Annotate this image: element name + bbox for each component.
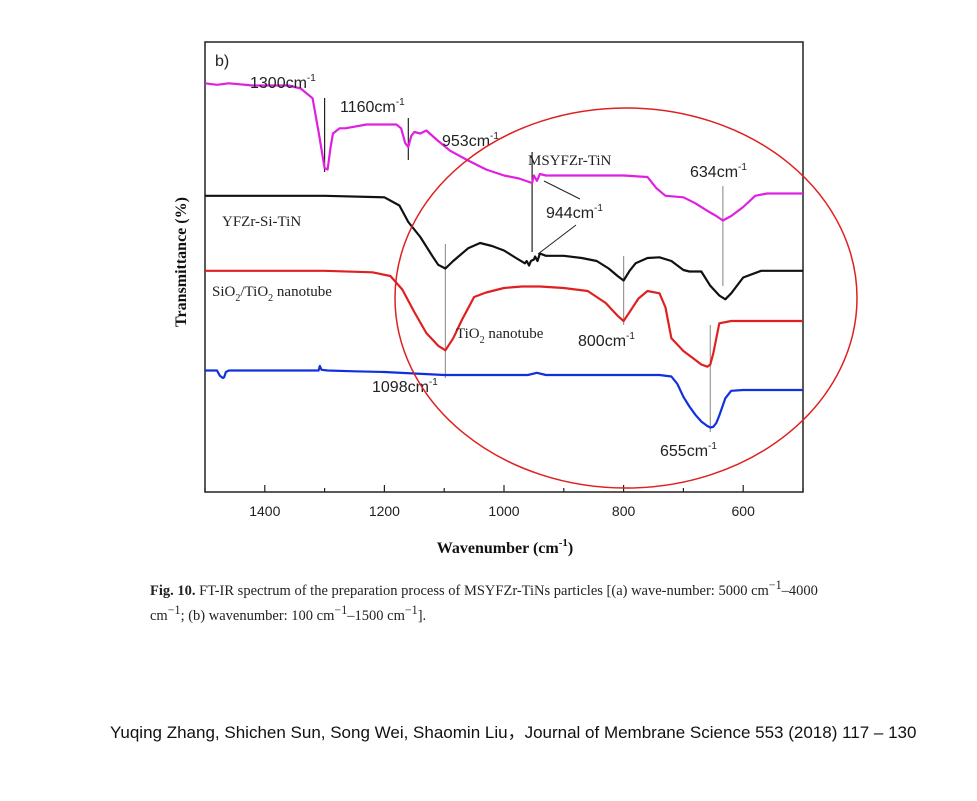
peak-marker-lines	[324, 98, 724, 432]
series-line-sio2-tio2-nanotube	[205, 269, 803, 368]
annotation-655: 655cm-1	[660, 441, 717, 460]
caption-label: Fig. 10.	[150, 582, 196, 599]
x-tick-label: 1000	[488, 503, 519, 519]
series-line-yfzr-si-tin	[205, 194, 803, 301]
leader-944-lower	[537, 224, 577, 255]
highlight-ellipse	[394, 107, 858, 489]
annotation-1160: 1160cm-1	[340, 97, 405, 116]
x-tick-label: 600	[732, 503, 756, 519]
annotation-leaders	[537, 180, 581, 255]
annotation-1098: 1098cm-1	[372, 377, 438, 396]
annotation-1300: 1300cm-1	[250, 73, 316, 92]
panel-label: b)	[215, 53, 229, 70]
series-label-yfzr-si-tin: YFZr-Si-TiN	[222, 214, 301, 230]
x-tick-label: 1200	[369, 503, 400, 519]
series-line-tio2-nanotube	[205, 364, 803, 429]
annotation-944: 944cm-1	[546, 203, 603, 222]
x-tick-label: 800	[612, 503, 636, 519]
citation: Yuqing Zhang, Shichen Sun, Song Wei, Sha…	[110, 723, 917, 742]
annotation-634: 634cm-1	[690, 162, 747, 181]
series-line-msyfzr-tin	[204, 82, 803, 222]
annotation-953: 953cm-1	[442, 131, 499, 150]
y-axis-label: Transmittance (%)	[173, 197, 190, 327]
leader-944-upper	[543, 180, 581, 200]
series-label-tio2-nanotube: TiO2 nanotube	[456, 326, 544, 346]
series-label-sio2-tio2-nanotube: SiO2/TiO2 nanotube	[212, 284, 332, 304]
series-lines	[204, 82, 803, 429]
plot-frame	[204, 41, 804, 493]
figure-caption: Fig. 10. FT-IR spectrum of the preparati…	[150, 578, 818, 624]
x-axis-label: Wavenumber (cm-1)	[437, 537, 573, 557]
x-axis-ticks: 1400 1200 1000 800 600	[204, 485, 804, 519]
x-tick-label: 1400	[249, 503, 280, 519]
annotation-800: 800cm-1	[578, 331, 635, 350]
series-label-msyfzr-tin: MSYFZr-TiN	[528, 153, 612, 169]
